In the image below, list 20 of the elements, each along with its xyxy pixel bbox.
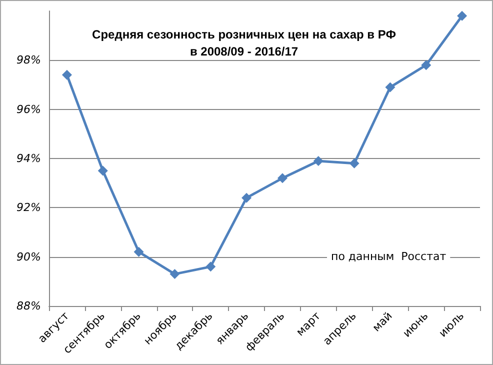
text: Средняя сезонность розничных цен на сахар в РФ в 2008/09 - 2016/17 bbox=[92, 28, 396, 58]
point bbox=[349, 158, 360, 168]
point bbox=[313, 156, 324, 166]
point bbox=[134, 246, 144, 257]
y-tick-label: 96% bbox=[16, 102, 41, 116]
point bbox=[98, 166, 108, 176]
point bbox=[421, 60, 432, 70]
annotation: по данным Росстат bbox=[331, 250, 447, 263]
y-tick-label: 92% bbox=[16, 201, 41, 214]
y-tick-label: 90% bbox=[16, 250, 41, 264]
point bbox=[385, 82, 396, 92]
point bbox=[206, 262, 216, 272]
point bbox=[277, 173, 288, 184]
point bbox=[62, 70, 72, 80]
point bbox=[242, 192, 252, 203]
point bbox=[457, 10, 468, 21]
y-tick-label: 98% bbox=[16, 54, 41, 67]
y-tick-label: 88% bbox=[16, 300, 41, 312]
y-tick-label: 94% bbox=[16, 152, 41, 165]
point bbox=[170, 269, 180, 280]
